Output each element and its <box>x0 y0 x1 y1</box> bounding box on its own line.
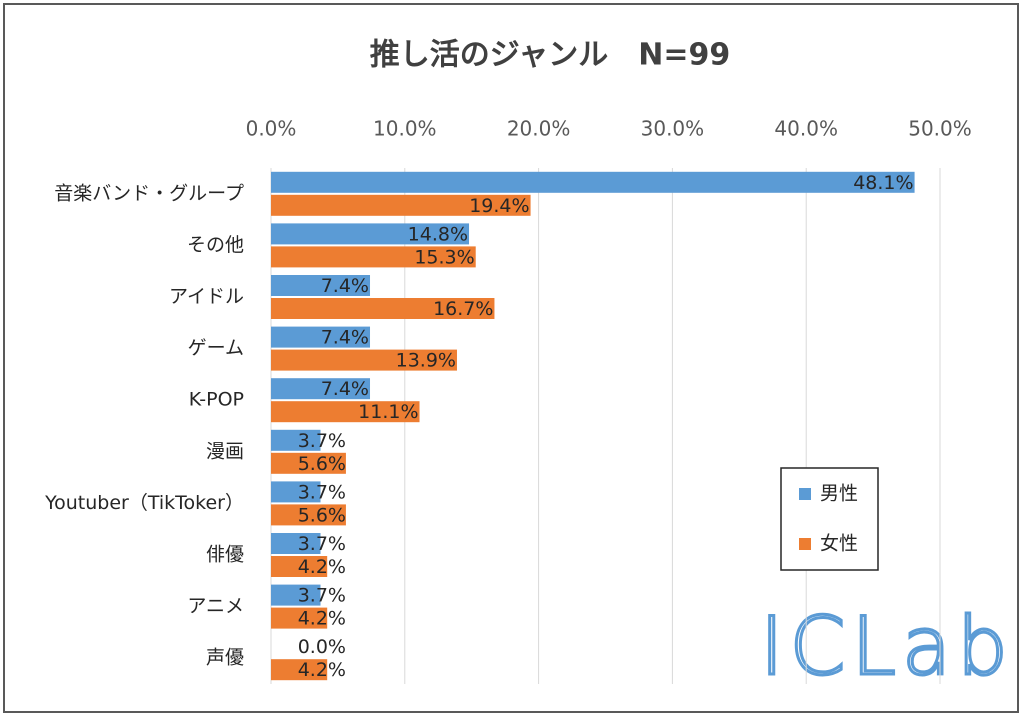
y-tick-label: 俳優 <box>206 544 244 566</box>
x-tick-label: 0.0% <box>246 117 297 141</box>
x-tick-label: 10.0% <box>373 117 437 141</box>
value-label: 3.7% <box>298 481 346 503</box>
value-label: 4.2% <box>298 556 346 578</box>
value-label: 7.4% <box>321 378 369 400</box>
value-label: 13.9% <box>396 350 456 372</box>
value-label: 7.4% <box>321 327 369 349</box>
chart-border <box>3 3 1019 713</box>
value-label: 16.7% <box>433 298 493 320</box>
y-tick-label: アイドル <box>169 286 244 308</box>
legend-box <box>780 467 879 571</box>
bar <box>271 246 476 268</box>
y-tick-label: アニメ <box>187 595 244 617</box>
x-tick-label: 50.0% <box>908 117 972 141</box>
bar <box>271 533 321 554</box>
bar <box>271 481 321 503</box>
value-label: 4.2% <box>298 608 346 630</box>
y-tick-label: その他 <box>187 234 244 256</box>
value-label: 0.0% <box>298 636 346 658</box>
bar <box>271 659 328 681</box>
bar <box>271 349 457 371</box>
value-label: 19.4% <box>469 195 529 217</box>
bar <box>271 171 915 193</box>
y-tick-label: K-POP <box>189 389 244 411</box>
value-label: 3.7% <box>298 430 346 452</box>
legend-label: 女性 <box>820 533 858 555</box>
value-label: 3.7% <box>298 585 346 607</box>
bar <box>271 607 328 629</box>
legend-label: 男性 <box>820 483 858 505</box>
value-label: 7.4% <box>321 275 369 297</box>
bar <box>271 584 321 606</box>
value-label: 4.2% <box>298 659 346 681</box>
value-label: 48.1% <box>853 172 913 194</box>
chart-title: 推し活のジャンル N=99 <box>370 38 731 73</box>
value-label: 5.6% <box>298 453 346 475</box>
y-tick-label: 声優 <box>206 647 244 669</box>
x-tick-label: 40.0% <box>774 117 838 141</box>
y-tick-label: 漫画 <box>206 440 244 462</box>
y-tick-label: ゲーム <box>188 337 244 359</box>
x-tick-label: 30.0% <box>641 117 705 141</box>
bar <box>271 429 321 451</box>
legend-swatch <box>799 488 811 500</box>
bar <box>271 223 470 245</box>
bar <box>271 504 346 526</box>
y-tick-label: 音楽バンド・グループ <box>54 182 244 204</box>
value-label: 5.6% <box>298 504 346 526</box>
value-label: 3.7% <box>298 533 346 555</box>
y-tick-label: Youtuber（TikToker） <box>44 492 244 514</box>
bar <box>271 194 531 216</box>
value-label: 15.3% <box>414 246 474 268</box>
bar <box>271 275 371 296</box>
legend-swatch <box>799 538 811 550</box>
value-label: 11.1% <box>358 401 418 423</box>
logo: ICLab <box>760 600 1014 693</box>
bar <box>271 452 346 474</box>
x-tick-label: 20.0% <box>507 117 571 141</box>
bar <box>271 378 371 400</box>
bar <box>271 401 420 423</box>
bar <box>271 556 328 577</box>
bar <box>271 298 495 319</box>
bar <box>271 326 371 348</box>
value-label: 14.8% <box>408 223 468 245</box>
